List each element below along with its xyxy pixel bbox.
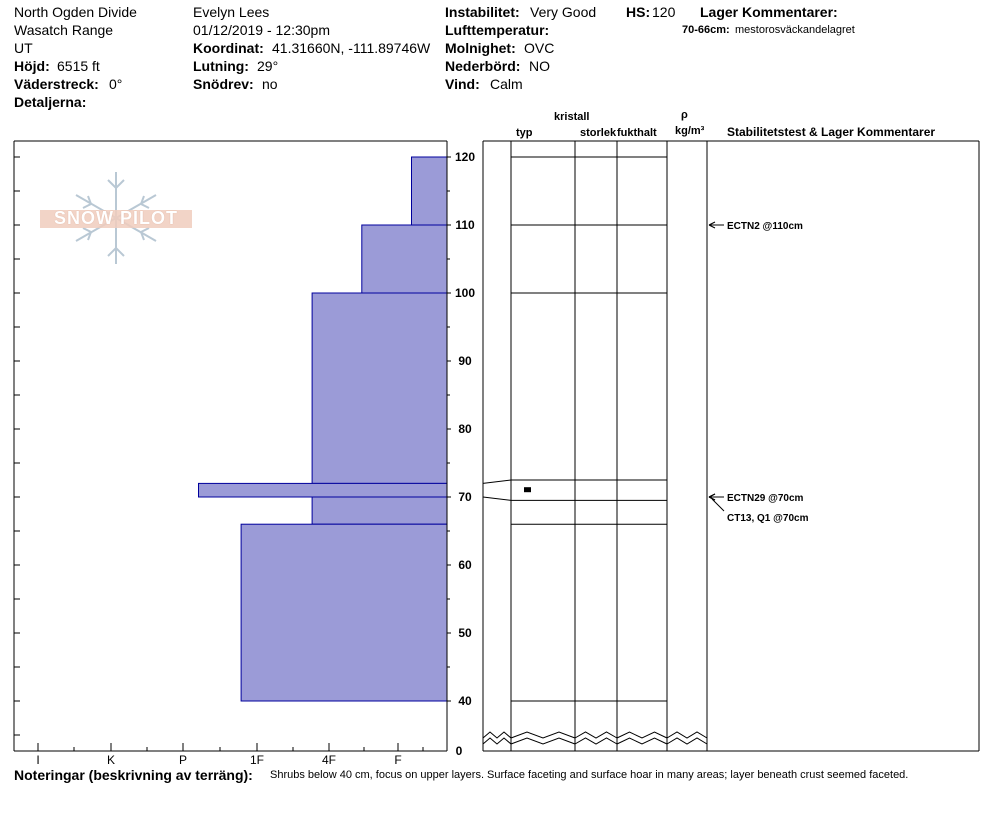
observer-name: Evelyn Lees <box>193 4 270 20</box>
aspect-label: Väderstreck: <box>14 76 99 92</box>
layer-comment-text: mestorosväckandelagret <box>735 24 855 36</box>
snowpilot-logo-text: SNOW PILOT <box>54 208 178 228</box>
hardness-tick-label: 1F <box>250 753 264 767</box>
slope-label: Lutning: <box>193 58 249 74</box>
elevation-value: 6515 ft <box>57 58 100 74</box>
elevation-label: Höjd: <box>14 58 50 74</box>
hardness-bar <box>240 523 448 702</box>
stability-label: Instabilitet: <box>445 4 520 20</box>
axis-break-zigzag <box>482 737 512 745</box>
hardness-bar <box>361 224 448 294</box>
layer-connector <box>482 496 512 501</box>
location-name: North Ogden Divide <box>14 4 137 20</box>
stability-test-label: ECTN29 @70cm <box>727 493 804 504</box>
hardness-bar <box>311 292 448 484</box>
rho-header: ρ <box>681 109 688 121</box>
stability-test-label: ECTN2 @110cm <box>727 221 803 232</box>
state-name: UT <box>14 40 33 56</box>
depth-tick-label: 120 <box>455 150 475 164</box>
depth-tick-label: 100 <box>455 286 475 300</box>
stability-value: Very Good <box>530 4 597 20</box>
stability-test-label: CT13, Q1 @70cm <box>727 513 809 524</box>
axis-break-zigzag <box>574 737 618 745</box>
depth-tick-label: 90 <box>458 354 472 368</box>
depth-tick-label: 40 <box>458 694 472 708</box>
axis-break-zigzag <box>510 731 576 739</box>
crystal-size-header: storlek <box>580 127 617 139</box>
airtemp-label: Lufttemperatur: <box>445 22 550 38</box>
test-arrow-line <box>711 498 725 512</box>
hardness-bar <box>411 156 448 226</box>
hardness-bar <box>311 496 448 525</box>
crystal-header: kristall <box>554 111 590 123</box>
sky-label: Molnighet: <box>445 40 516 56</box>
hardness-tick-label: P <box>179 753 187 767</box>
axis-break-zigzag <box>616 731 668 739</box>
hardness-tick-label: 4F <box>322 753 336 767</box>
aspect-value: 0° <box>109 76 123 92</box>
drift-value: no <box>262 76 278 92</box>
snowpilot-logo: SNOW PILOT <box>38 168 194 268</box>
crystal-type-header: typ <box>516 127 533 139</box>
depth-tick-label: 60 <box>458 558 472 572</box>
hs-value: 120 <box>652 4 676 20</box>
coord-label: Koordinat: <box>193 40 264 56</box>
moisture-header: fukthalt <box>617 127 657 139</box>
depth-tick-label: 50 <box>458 626 472 640</box>
layer-comment-range: 70-66cm: <box>682 24 730 36</box>
sky-value: OVC <box>524 40 555 56</box>
axis-break-zigzag <box>666 731 708 739</box>
depth-tick-label: 70 <box>458 490 472 504</box>
precip-value: NO <box>529 58 550 74</box>
hs-label: HS: <box>626 4 651 20</box>
axis-break-zigzag <box>574 731 618 739</box>
hardness-tick-label: F <box>394 753 401 767</box>
notes-text: Shrubs below 40 cm, focus on upper layer… <box>270 769 909 781</box>
grain-type-symbol <box>524 487 531 493</box>
test-arrow-head <box>708 221 716 229</box>
observation-datetime: 01/12/2019 - 12:30pm <box>193 22 330 38</box>
wind-label: Vind: <box>445 76 480 92</box>
layer-connector <box>482 479 512 484</box>
axis-break-zigzag <box>616 737 668 745</box>
details-label: Detaljerna: <box>14 94 87 110</box>
precip-label: Nederbörd: <box>445 58 521 74</box>
range-name: Wasatch Range <box>14 22 114 38</box>
drift-label: Snödrev: <box>193 76 254 92</box>
layer-comments-label: Lager Kommentarer: <box>700 4 838 20</box>
density-unit-header: kg/m³ <box>675 125 705 137</box>
axis-break-zigzag <box>666 737 708 745</box>
hardness-tick-label: I <box>36 753 39 767</box>
axis-break-zigzag <box>482 731 512 739</box>
hardness-tick-label: K <box>107 753 115 767</box>
hardness-bar <box>198 482 448 498</box>
notes-label: Noteringar (beskrivning av terräng): <box>14 767 253 783</box>
depth-break-label: 0 <box>456 744 463 758</box>
depth-tick-label: 110 <box>455 218 475 232</box>
slope-value: 29° <box>257 58 279 74</box>
test-arrow-head <box>708 493 716 501</box>
depth-tick-label: 80 <box>458 422 472 436</box>
coord-value: 41.31660N, -111.89746W <box>272 40 431 56</box>
stability-tests-header: Stabilitetstest & Lager Kommentarer <box>727 125 936 139</box>
wind-value: Calm <box>490 76 523 92</box>
axis-break-zigzag <box>510 737 576 745</box>
